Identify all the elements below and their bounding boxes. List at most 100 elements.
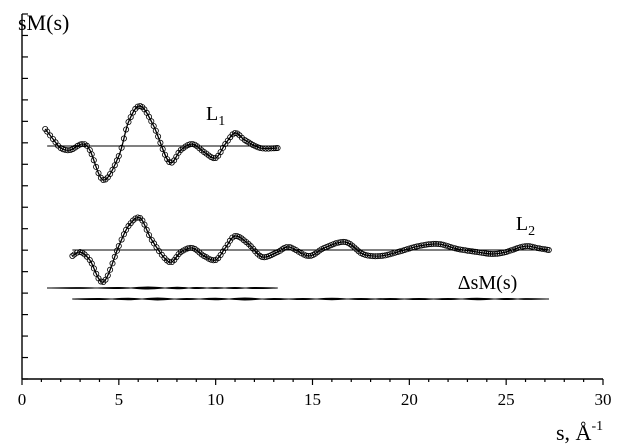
data-point [109, 166, 116, 173]
series-curve-1 [69, 214, 552, 285]
data-point [541, 246, 548, 253]
data-point [109, 260, 116, 267]
annotation-text: ΔsM(s) [458, 272, 518, 294]
data-point [159, 146, 166, 153]
x-tick-label: 15 [304, 390, 321, 409]
data-point [351, 244, 358, 251]
data-point [93, 270, 100, 277]
annotation-subscript: 1 [218, 114, 225, 129]
data-point [90, 265, 97, 272]
data-point [157, 139, 164, 146]
x-tick-label: 25 [498, 390, 515, 409]
data-point [487, 250, 494, 257]
data-point [303, 252, 310, 259]
data-point [353, 246, 360, 253]
data-point [47, 132, 54, 139]
data-point [483, 250, 490, 257]
data-point [123, 126, 130, 133]
data-point [478, 249, 485, 256]
data-point [120, 135, 127, 142]
data-point [184, 245, 191, 252]
series-residual-3 [72, 297, 549, 301]
data-point [146, 232, 153, 239]
data-point [305, 252, 312, 259]
data-point [148, 118, 155, 125]
data-point [100, 176, 107, 183]
data-point [111, 162, 118, 169]
data-point [141, 221, 148, 228]
x-tick-label: 0 [18, 390, 27, 409]
data-point [83, 142, 90, 149]
data-point [340, 238, 347, 245]
data-point [69, 252, 76, 259]
x-tick-label: 30 [595, 390, 612, 409]
data-point [143, 226, 150, 233]
data-point [104, 272, 111, 279]
residual-line-alt [47, 286, 278, 290]
data-point [88, 151, 95, 158]
data-point [118, 144, 125, 151]
residual-line-alt [72, 297, 549, 301]
data-point [522, 243, 529, 250]
data-point [86, 256, 93, 263]
data-point [389, 250, 396, 257]
data-point [90, 157, 97, 164]
y-axis-label: sM(s) [18, 10, 69, 35]
data-point [44, 128, 51, 135]
data-point [187, 141, 194, 148]
data-point [485, 250, 492, 257]
data-point [155, 133, 162, 140]
series-curve-0 [42, 103, 281, 183]
annotation-0: L1 [206, 103, 225, 129]
data-point [268, 145, 275, 152]
x-axis-label-main: s, Å [556, 420, 592, 445]
data-point [152, 127, 159, 134]
data-point [545, 246, 552, 253]
data-point [491, 250, 498, 257]
plot-area [42, 103, 552, 301]
data-point [115, 242, 122, 249]
data-point [481, 250, 488, 257]
data-point [95, 170, 102, 177]
data-point [166, 258, 173, 265]
data-point [337, 239, 344, 246]
annotation-text: L [516, 213, 528, 235]
axes: 0 5 10 15 20 25 30 [18, 13, 612, 409]
data-point [259, 145, 266, 152]
x-axis-label: s, Å-1 [556, 419, 603, 445]
annotation-1: L2 [516, 213, 535, 239]
x-tick-label: 5 [115, 390, 124, 409]
data-point [469, 248, 476, 255]
data-point [231, 232, 238, 239]
x-tick-label: 10 [207, 390, 224, 409]
data-point [210, 155, 217, 162]
series-residual-2 [47, 286, 278, 290]
annotation-2: ΔsM(s) [458, 272, 518, 294]
data-point [471, 248, 478, 255]
data-point [125, 119, 132, 126]
data-point [496, 250, 503, 257]
data-point [134, 214, 141, 221]
data-point [261, 254, 268, 261]
data-point [189, 140, 196, 147]
series-line [44, 105, 278, 181]
data-point [476, 249, 483, 256]
data-point [134, 103, 141, 110]
data-point [115, 152, 122, 159]
data-point [274, 144, 281, 151]
data-point [210, 257, 217, 264]
x-tick-label: 20 [401, 390, 418, 409]
annotation-text: L [206, 103, 218, 125]
x-axis-label-sup: -1 [591, 419, 603, 434]
data-point [489, 250, 496, 257]
data-point [270, 145, 277, 152]
data-point [262, 145, 269, 152]
data-point [111, 253, 118, 260]
data-point [494, 250, 501, 257]
data-point [118, 236, 125, 243]
data-point [93, 163, 100, 170]
data-point [208, 256, 215, 263]
data-point [107, 266, 114, 273]
